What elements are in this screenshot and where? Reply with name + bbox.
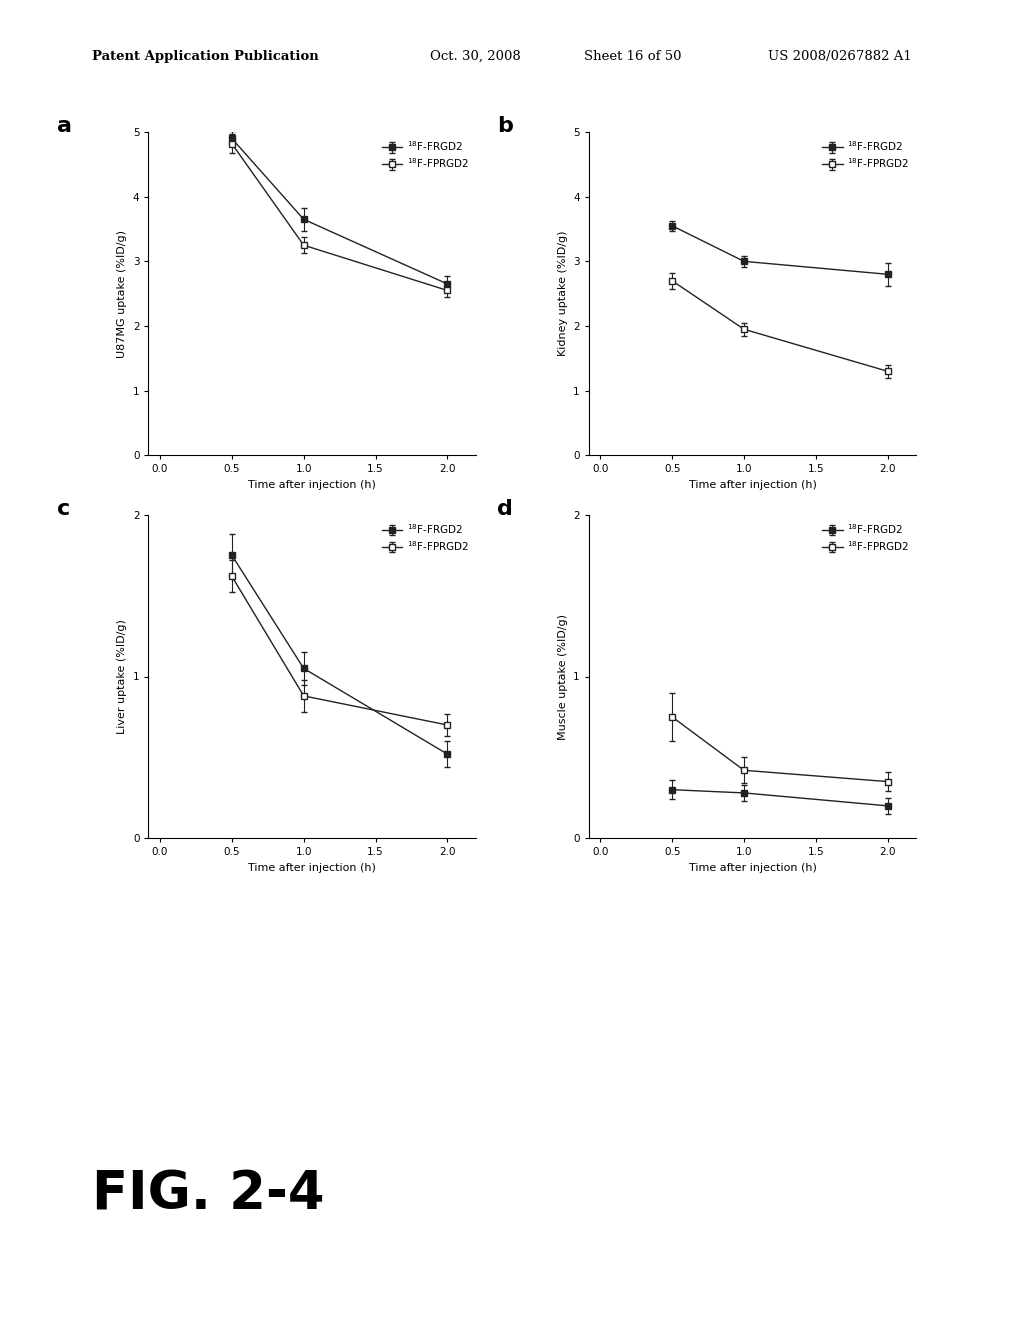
Text: Patent Application Publication: Patent Application Publication: [92, 50, 318, 63]
Text: d: d: [497, 499, 513, 519]
Text: Sheet 16 of 50: Sheet 16 of 50: [584, 50, 681, 63]
Y-axis label: U87MG uptake (%ID/g): U87MG uptake (%ID/g): [118, 230, 127, 358]
Y-axis label: Muscle uptake (%ID/g): Muscle uptake (%ID/g): [558, 614, 567, 739]
X-axis label: Time after injection (h): Time after injection (h): [689, 863, 816, 873]
Legend: $^{18}$F-FRGD2, $^{18}$F-FPRGD2: $^{18}$F-FRGD2, $^{18}$F-FPRGD2: [820, 520, 911, 554]
Legend: $^{18}$F-FRGD2, $^{18}$F-FPRGD2: $^{18}$F-FRGD2, $^{18}$F-FPRGD2: [380, 520, 471, 554]
Y-axis label: Liver uptake (%ID/g): Liver uptake (%ID/g): [118, 619, 127, 734]
Text: US 2008/0267882 A1: US 2008/0267882 A1: [768, 50, 911, 63]
Text: a: a: [56, 116, 72, 136]
Text: Oct. 30, 2008: Oct. 30, 2008: [430, 50, 521, 63]
Text: b: b: [497, 116, 513, 136]
X-axis label: Time after injection (h): Time after injection (h): [249, 863, 376, 873]
Legend: $^{18}$F-FRGD2, $^{18}$F-FPRGD2: $^{18}$F-FRGD2, $^{18}$F-FPRGD2: [820, 137, 911, 172]
Text: FIG. 2-4: FIG. 2-4: [92, 1168, 325, 1220]
Y-axis label: Kidney uptake (%ID/g): Kidney uptake (%ID/g): [558, 231, 567, 356]
X-axis label: Time after injection (h): Time after injection (h): [249, 480, 376, 490]
Text: c: c: [56, 499, 70, 519]
Legend: $^{18}$F-FRGD2, $^{18}$F-FPRGD2: $^{18}$F-FRGD2, $^{18}$F-FPRGD2: [380, 137, 471, 172]
X-axis label: Time after injection (h): Time after injection (h): [689, 480, 816, 490]
